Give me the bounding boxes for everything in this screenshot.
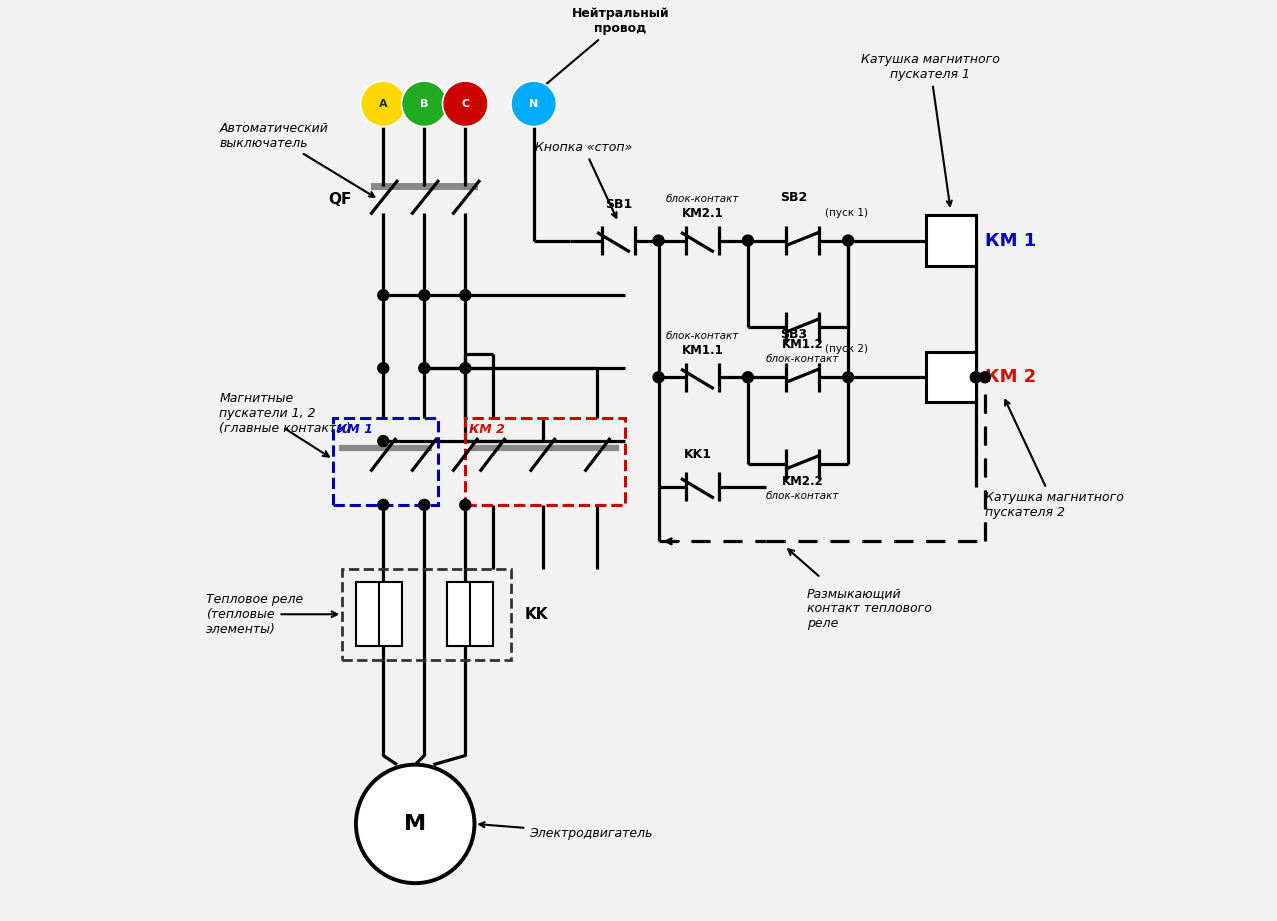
Circle shape xyxy=(378,436,388,447)
Text: Кнопка «стоп»: Кнопка «стоп» xyxy=(535,141,632,217)
Text: КМ 2: КМ 2 xyxy=(469,423,504,436)
Text: KK1: KK1 xyxy=(684,449,713,461)
Text: блок-контакт: блок-контакт xyxy=(766,491,839,501)
Circle shape xyxy=(979,372,991,383)
Circle shape xyxy=(843,235,853,246)
Circle shape xyxy=(843,372,853,383)
Text: КМ 1: КМ 1 xyxy=(337,423,373,436)
Text: блок-контакт: блок-контакт xyxy=(665,331,739,341)
Bar xyxy=(447,582,493,647)
Circle shape xyxy=(378,290,388,300)
Bar xyxy=(356,582,401,647)
Text: Автоматический
выключатель: Автоматический выключатель xyxy=(220,122,374,197)
Text: блок-контакт: блок-контакт xyxy=(665,194,739,204)
Circle shape xyxy=(971,372,981,383)
Text: SB2: SB2 xyxy=(780,191,807,204)
Circle shape xyxy=(742,235,753,246)
Text: КМ 1: КМ 1 xyxy=(985,231,1036,250)
Circle shape xyxy=(401,81,447,126)
Text: KK: KK xyxy=(525,607,548,622)
Text: (пуск 2): (пуск 2) xyxy=(825,344,868,355)
Circle shape xyxy=(653,372,664,383)
Circle shape xyxy=(460,363,471,374)
Text: Тепловое реле
(тепловые
элементы): Тепловое реле (тепловые элементы) xyxy=(206,593,303,635)
Text: Электродвигатель: Электродвигатель xyxy=(480,822,653,840)
Text: Катушка магнитного
пускателя 1: Катушка магнитного пускателя 1 xyxy=(861,53,1000,206)
Text: блок-контакт: блок-контакт xyxy=(766,355,839,365)
Circle shape xyxy=(460,499,471,510)
Circle shape xyxy=(460,290,471,300)
Circle shape xyxy=(419,363,430,374)
Bar xyxy=(465,418,624,505)
Text: KM1.1: KM1.1 xyxy=(682,344,723,357)
Circle shape xyxy=(419,290,430,300)
Circle shape xyxy=(742,372,753,383)
Text: KM1.2: KM1.2 xyxy=(782,338,824,351)
Text: C: C xyxy=(461,99,470,109)
Circle shape xyxy=(360,81,406,126)
Circle shape xyxy=(378,499,388,510)
Text: Катушка магнитного
пускателя 2: Катушка магнитного пускателя 2 xyxy=(985,400,1124,519)
Bar xyxy=(333,418,438,505)
Text: QF: QF xyxy=(328,192,351,207)
Text: KM2.2: KM2.2 xyxy=(782,475,824,488)
Circle shape xyxy=(419,499,430,510)
Text: B: B xyxy=(420,99,429,109)
Text: M: M xyxy=(404,814,427,834)
Text: Размыкающий
контакт теплового
реле: Размыкающий контакт теплового реле xyxy=(807,587,932,630)
Bar xyxy=(926,216,976,265)
Circle shape xyxy=(378,363,388,374)
Text: N: N xyxy=(529,99,539,109)
Circle shape xyxy=(653,235,664,246)
Bar xyxy=(926,352,976,402)
Text: Магнитные
пускатели 1, 2
(главные контакты): Магнитные пускатели 1, 2 (главные контак… xyxy=(220,392,351,436)
Circle shape xyxy=(356,764,475,883)
Bar xyxy=(342,568,511,659)
Text: Нейтральный
провод: Нейтральный провод xyxy=(538,7,669,91)
Text: SB1: SB1 xyxy=(605,198,632,212)
Text: (пуск 1): (пуск 1) xyxy=(825,208,868,217)
Text: SB3: SB3 xyxy=(780,328,807,341)
Circle shape xyxy=(511,81,557,126)
Text: KM2.1: KM2.1 xyxy=(682,207,723,220)
Circle shape xyxy=(443,81,488,126)
Text: A: A xyxy=(379,99,388,109)
Text: КМ 2: КМ 2 xyxy=(985,368,1036,386)
